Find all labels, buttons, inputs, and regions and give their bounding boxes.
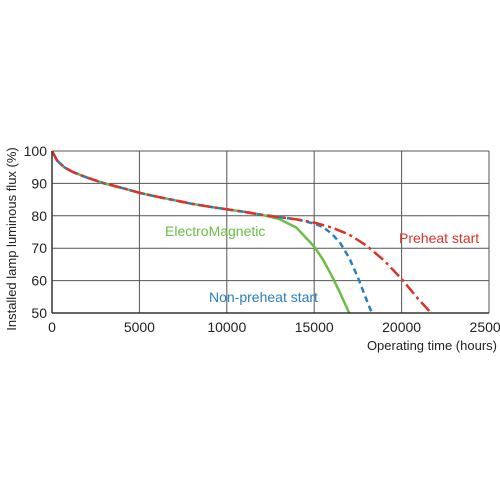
x-tick-label: 10000 [207, 319, 246, 335]
x-tick-label: 25000 [470, 319, 500, 335]
series-label-electromagnetic: ElectroMagnetic [165, 223, 265, 239]
y-tick-label: 50 [31, 305, 47, 321]
series-label-non-preheat-start: Non-preheat start [209, 289, 318, 305]
x-tick-label: 5000 [124, 319, 155, 335]
y-tick-label: 60 [31, 273, 47, 289]
series-line-preheat-start [50, 150, 433, 314]
tick-labels: 0 5000 10000 15000 20000 25000 50 60 70 80 90 100 [24, 143, 500, 335]
x-tick-label: 0 [48, 319, 56, 335]
y-tick-label: 80 [31, 208, 47, 224]
x-axis-label: Operating time (hours) [367, 338, 497, 353]
axes [51, 151, 489, 314]
x-tick-label: 15000 [295, 319, 334, 335]
y-tick-label: 90 [31, 175, 47, 191]
series-label-preheat-start: Preheat start [399, 230, 479, 246]
y-axis-label: Installed lamp luminous flux (%) [4, 147, 19, 331]
y-tick-label: 70 [31, 240, 47, 256]
y-tick-label: 100 [24, 143, 48, 159]
series-lines [50, 150, 433, 314]
x-tick-label: 20000 [382, 319, 421, 335]
series-line-non-preheat-start [50, 150, 374, 314]
